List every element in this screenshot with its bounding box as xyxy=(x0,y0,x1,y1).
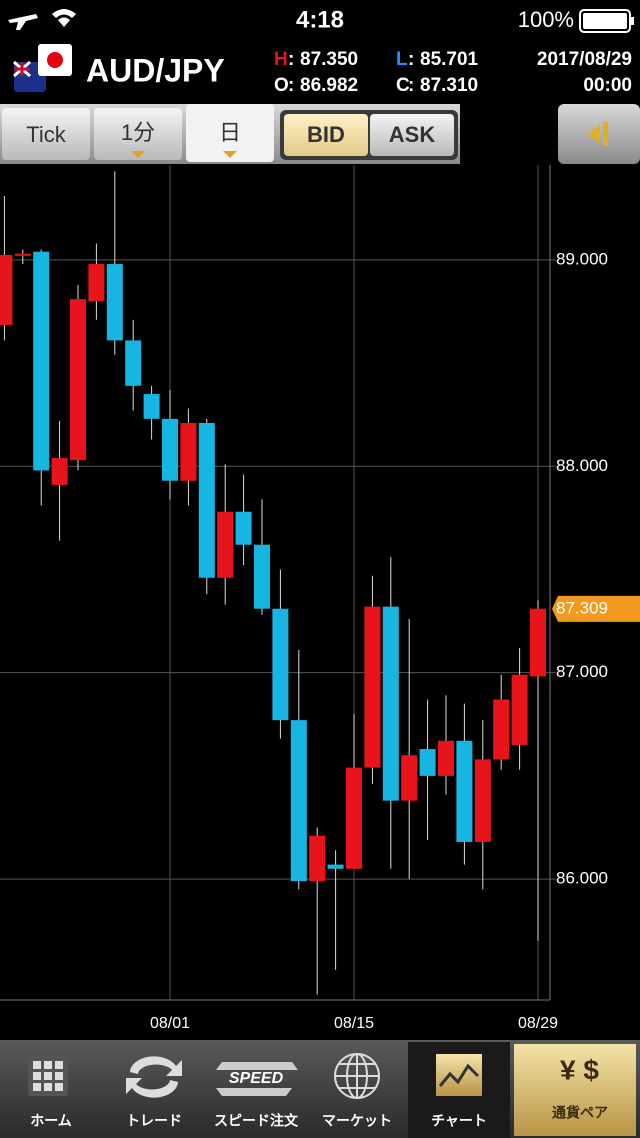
open-value: 86.982 xyxy=(300,75,358,96)
candle-body xyxy=(106,264,123,341)
toolbar: Tick 1分 日 BID ASK xyxy=(0,104,640,164)
day-button[interactable] xyxy=(186,104,274,162)
airplane-icon xyxy=(8,14,38,30)
last-price-tag xyxy=(552,595,640,622)
home-icon xyxy=(28,1056,68,1096)
low-label: L xyxy=(396,49,408,70)
candle-body xyxy=(474,759,491,842)
candle-body xyxy=(401,755,418,801)
status-bar: 4:18 100% xyxy=(8,6,634,33)
candle-body xyxy=(143,394,160,419)
dropdown-arrow xyxy=(223,151,237,158)
x-tick-label: 08/29 xyxy=(518,1015,558,1032)
plot-area xyxy=(0,165,640,1040)
tab-label[interactable]: チャート xyxy=(431,1113,487,1129)
flag-icon xyxy=(13,44,72,92)
candle-body xyxy=(456,740,473,842)
separator: : xyxy=(408,75,414,96)
open-label: O xyxy=(274,75,289,96)
tab-bar: SPEED ¥ $ ホーム トレード スピード注文 マーケット チャート 通貨ペ… xyxy=(0,1040,640,1138)
candle-body xyxy=(70,299,86,461)
y-tick-label: 89.000 xyxy=(556,249,608,268)
candle-body xyxy=(382,606,399,801)
candle-body xyxy=(290,720,307,882)
candle-body xyxy=(235,511,252,545)
close-value: 87.310 xyxy=(420,75,478,96)
candle-body xyxy=(0,254,13,325)
y-tick-label: 86.000 xyxy=(556,869,608,888)
tab-label[interactable]: マーケット xyxy=(322,1113,392,1129)
trade-icon xyxy=(126,1056,182,1098)
day-label: 日 xyxy=(219,120,241,145)
currency-pair: AUD/JPY xyxy=(86,52,225,88)
tab-label[interactable]: 通貨ペア xyxy=(552,1105,608,1121)
dropdown-arrow xyxy=(131,151,145,158)
x-tick-label: 08/15 xyxy=(334,1015,374,1032)
y-tick-label: 87.000 xyxy=(556,662,608,681)
speed-icon-text: SPEED xyxy=(229,1070,284,1087)
chart-icon xyxy=(436,1054,482,1096)
battery-tip xyxy=(631,17,634,25)
pair-icon: ¥ $ xyxy=(560,1054,599,1085)
market-icon xyxy=(334,1053,380,1099)
candle-body xyxy=(33,251,50,471)
time: 00:00 xyxy=(583,75,632,96)
candle-body xyxy=(327,864,344,869)
last-price-label: 87.309 xyxy=(556,598,608,617)
separator: : xyxy=(288,75,294,96)
bid-label: BID xyxy=(307,122,345,147)
low-value: 85.701 xyxy=(420,49,479,70)
candle-body xyxy=(364,606,381,768)
candle-body xyxy=(88,264,105,302)
close-label: C xyxy=(396,75,410,96)
candle-body xyxy=(180,422,197,481)
speed-arrows xyxy=(216,1062,298,1096)
candle-body xyxy=(162,418,178,481)
chart: 86.000 87.000 88.000 89.000 08/01 08/15 08/29 8… xyxy=(0,165,640,1040)
candle-body xyxy=(493,699,510,760)
ask-label: ASK xyxy=(389,122,436,147)
high-label: H xyxy=(274,49,288,70)
y-tick-label: 88.000 xyxy=(556,456,608,475)
candle-body xyxy=(14,253,31,256)
candle-body xyxy=(438,740,454,776)
clock: 4:18 xyxy=(296,6,344,33)
tab-label[interactable]: トレード xyxy=(126,1113,182,1129)
date: 2017/08/29 xyxy=(537,49,632,70)
tab-label[interactable]: スピード注文 xyxy=(214,1113,299,1129)
candle-body xyxy=(51,458,68,485)
candle-body xyxy=(125,340,142,386)
separator: : xyxy=(408,49,414,70)
panel-arrow xyxy=(588,122,608,146)
header: AUD/JPY H : 87.350 L : 85.701 O : 86.982… xyxy=(13,44,632,96)
tick-label: Tick xyxy=(26,122,67,147)
candle-body xyxy=(419,749,436,776)
tab-pair-bg xyxy=(514,1044,636,1136)
candle-body xyxy=(198,422,215,578)
battery-text: 100% xyxy=(518,7,574,32)
candle-body xyxy=(272,608,289,721)
minute-button[interactable] xyxy=(94,108,182,160)
candle-body xyxy=(217,511,234,578)
tick-button[interactable] xyxy=(2,108,90,160)
minute-label: 1分 xyxy=(121,120,155,145)
candle-body xyxy=(254,544,270,609)
battery-level xyxy=(583,13,627,29)
candle-body xyxy=(309,835,326,882)
tab-label[interactable]: ホーム xyxy=(30,1113,72,1129)
ask-button[interactable] xyxy=(370,114,454,156)
x-tick-label: 08/01 xyxy=(150,1015,190,1032)
battery-icon xyxy=(579,9,631,33)
high-value: 87.350 xyxy=(300,49,358,70)
separator: : xyxy=(288,49,294,70)
bid-button[interactable] xyxy=(284,114,368,156)
candle-body xyxy=(530,608,546,677)
wifi-icon xyxy=(52,9,76,27)
candle-body xyxy=(511,674,528,745)
candle-body xyxy=(346,767,362,869)
